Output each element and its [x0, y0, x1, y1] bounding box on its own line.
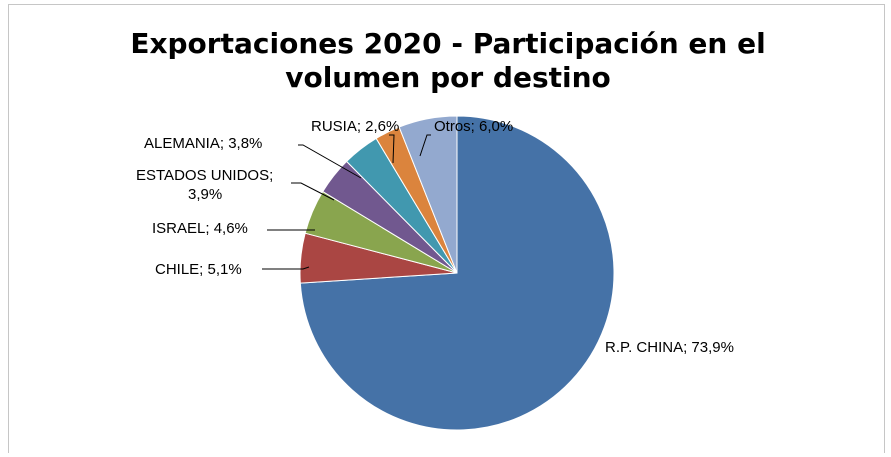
data-label: ISRAEL; 4,6% [152, 220, 248, 237]
chart-title-line-2: volumen por destino [285, 61, 611, 94]
leader-line [262, 266, 310, 270]
data-labels: R.P. CHINA; 73,9% CHILE; 5,1% ISRAEL; 4,6%… [136, 118, 734, 356]
pie-slice-otros [398, 115, 458, 274]
data-label: CHILE; 5,1% [155, 261, 242, 278]
data-label: RUSIA; 2,6% [311, 118, 399, 135]
pie-chart: Exportaciones 2020 - Participación en el… [130, 27, 766, 431]
leader-line [298, 144, 362, 179]
chart-title: Exportaciones 2020 - Participación en el… [130, 27, 765, 94]
leader-line [419, 134, 431, 157]
data-label: R.P. CHINA; 73,9% [605, 339, 734, 356]
data-label: Otros; 6,0% [434, 118, 513, 135]
chart-frame: Exportaciones 2020 - Participación en el… [8, 4, 885, 453]
leader-line [389, 134, 395, 164]
chart-title-line-1: Exportaciones 2020 - Participación en el [130, 27, 765, 60]
data-label: ESTADOS UNIDOS; 3,9% [136, 167, 273, 203]
leader-line [291, 182, 335, 201]
pie-slices [299, 115, 615, 431]
data-label: ALEMANIA; 3,8% [144, 135, 262, 152]
leader-lines [262, 134, 431, 270]
